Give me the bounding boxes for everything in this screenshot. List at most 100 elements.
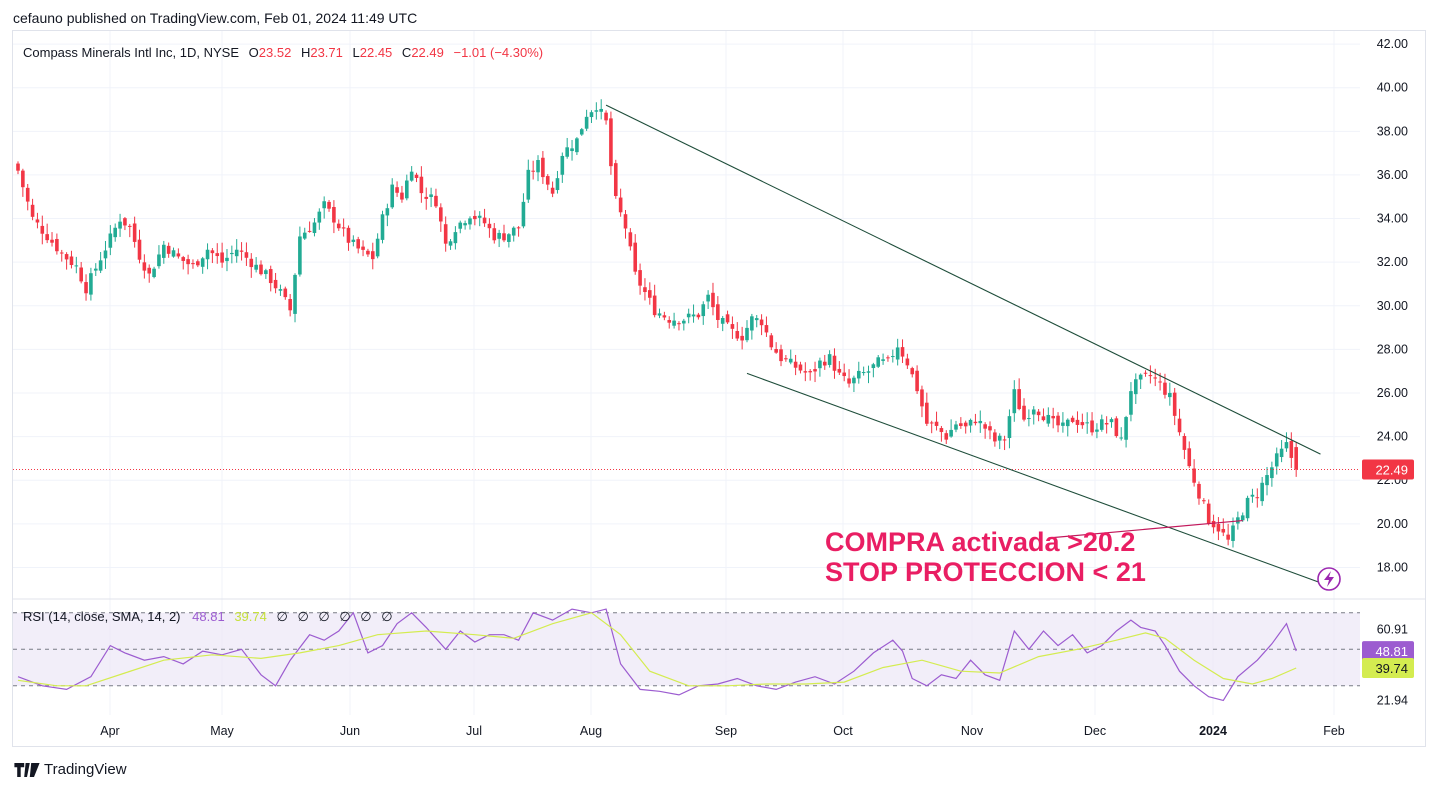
candle-up	[385, 208, 390, 216]
lightning-icon-bolt	[1324, 571, 1334, 587]
open-value: 23.52	[258, 45, 292, 60]
candle-down	[837, 368, 842, 373]
candle-down	[35, 219, 40, 223]
candle-up	[1270, 467, 1274, 479]
candle-up	[507, 234, 511, 242]
candle-up	[1109, 419, 1114, 423]
candle-up	[565, 147, 569, 157]
candle-down	[798, 364, 803, 371]
candle-up	[1240, 515, 1245, 521]
candle-up	[225, 257, 229, 262]
candle-down	[79, 267, 83, 282]
candle-down	[648, 290, 652, 298]
candle-down	[652, 295, 657, 316]
candle-up	[1095, 429, 1099, 432]
candle-down	[181, 257, 186, 261]
candle-up	[103, 250, 108, 259]
candle-up	[497, 232, 501, 239]
candle-down	[545, 176, 550, 185]
candle-up	[555, 178, 560, 191]
candle-down	[176, 253, 181, 257]
candle-down	[166, 245, 171, 254]
candle-down	[803, 371, 808, 373]
candle-down	[341, 227, 346, 229]
candle-down	[1022, 405, 1026, 420]
candle-up	[526, 169, 531, 200]
candle-down	[1090, 420, 1094, 433]
candle-down	[1255, 497, 1260, 499]
symbol-name[interactable]: Compass Minerals Intl Inc, 1D, NYSE	[23, 45, 240, 60]
trendline	[1048, 519, 1243, 539]
candle-down	[239, 250, 244, 252]
candle-down	[30, 204, 35, 217]
rsi-na-value: ∅	[360, 609, 372, 624]
candle-up	[871, 364, 876, 369]
candle-down	[142, 262, 147, 271]
candle-down	[336, 223, 341, 229]
candle-down	[1041, 416, 1046, 421]
candle-down	[730, 324, 735, 329]
rsi-value-tag-label: 48.81	[1375, 644, 1408, 659]
candle-up	[876, 357, 881, 367]
symbol-legend: Compass Minerals Intl Inc, 1D, NYSE O23.…	[23, 45, 543, 60]
price-tick-label: 34.00	[1377, 212, 1408, 226]
candle-up	[866, 371, 871, 373]
price-tick-label: 28.00	[1377, 342, 1408, 356]
rsi-tick-label: 60.91	[1377, 622, 1408, 636]
candle-up	[1134, 379, 1138, 395]
candle-down	[604, 112, 608, 121]
candle-down	[1051, 415, 1055, 419]
candle-up	[827, 354, 832, 365]
candle-up	[312, 222, 317, 234]
time-tick-label: Jul	[466, 724, 482, 738]
candle-down	[793, 361, 798, 368]
candle-down	[1163, 382, 1167, 395]
candle-up	[1284, 442, 1289, 449]
candle-down	[123, 218, 127, 226]
candle-up	[405, 180, 409, 199]
candle-up	[584, 116, 589, 129]
published-header: cefauno published on TradingView.com, Fe…	[13, 10, 418, 26]
time-tick-label: Feb	[1323, 724, 1345, 738]
candle-up	[968, 419, 973, 426]
candle-down	[1075, 419, 1080, 425]
candle-up	[234, 249, 239, 257]
candle-down	[740, 335, 744, 341]
candle-down	[784, 358, 788, 360]
candle-down	[643, 287, 647, 293]
lightning-icon[interactable]	[1317, 567, 1341, 591]
candle-down	[993, 432, 997, 442]
candle-up	[589, 112, 594, 118]
footer-brand[interactable]: TradingView	[14, 761, 127, 778]
candle-up	[157, 254, 161, 267]
change-value: −1.01 (−4.30%)	[453, 45, 544, 60]
candle-down	[332, 206, 336, 223]
candle-down	[1114, 418, 1119, 437]
candle-down	[259, 264, 263, 275]
candle-up	[997, 435, 1002, 441]
candle-down	[59, 252, 64, 254]
candle-down	[1056, 415, 1060, 426]
candle-down	[609, 118, 613, 167]
candle-down	[983, 424, 987, 429]
time-tick-label: Apr	[100, 724, 119, 738]
price-tick-label: 24.00	[1377, 430, 1408, 444]
candle-down	[395, 187, 399, 193]
candle-down	[366, 250, 370, 255]
candle-down	[400, 192, 404, 200]
low-value: 22.45	[359, 45, 393, 60]
candle-down	[628, 232, 633, 247]
candle-down	[45, 234, 49, 241]
trade-annotation[interactable]: COMPRA activada >20.2 STOP PROTECCION < …	[825, 527, 1146, 587]
candle-down	[434, 195, 438, 207]
candle-down	[64, 254, 69, 260]
candle-down	[900, 347, 905, 357]
candle-down	[662, 315, 667, 318]
rsi-sma-tag	[1362, 658, 1414, 679]
candle-up	[575, 138, 579, 153]
rsi-title[interactable]: RSI (14, close, SMA, 14, 2)	[23, 609, 181, 624]
rsi-pane	[13, 608, 1360, 702]
time-axis: Apr May Jun Jul Aug Sep Oct Nov Dec 2024 Feb	[100, 724, 1345, 738]
candle-down	[696, 314, 701, 318]
